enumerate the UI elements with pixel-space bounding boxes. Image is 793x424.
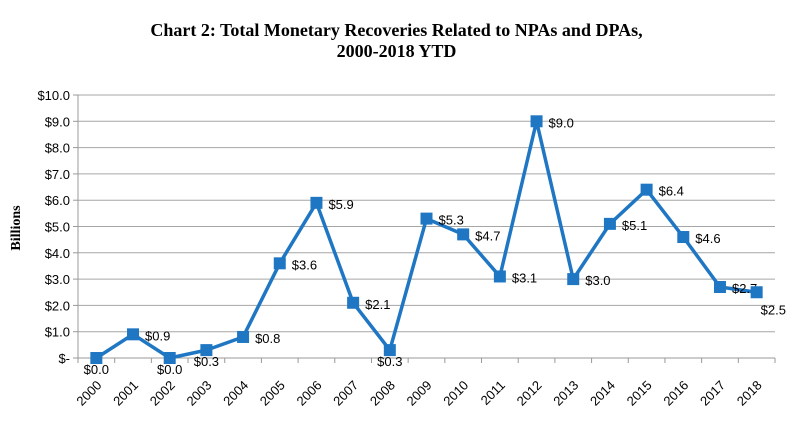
chart-title-line2: 2000-2018 YTD xyxy=(336,41,457,61)
chart-title-line1: Chart 2: Total Monetary Recoveries Relat… xyxy=(150,20,643,40)
y-tick-label: $9.0 xyxy=(45,114,70,129)
x-tick-label: 2003 xyxy=(183,378,214,409)
data-point-marker xyxy=(750,286,763,299)
data-point-marker xyxy=(273,257,286,270)
data-point-marker xyxy=(347,296,360,309)
x-tick-label: 2008 xyxy=(367,378,398,409)
x-tick-label: 2007 xyxy=(330,378,361,409)
y-tick-label: $8.0 xyxy=(45,141,70,156)
data-label: $3.1 xyxy=(512,270,537,285)
x-tick-label: 2002 xyxy=(147,378,178,409)
chart-title: Chart 2: Total Monetary Recoveries Relat… xyxy=(0,20,793,62)
data-point-marker xyxy=(200,344,213,357)
x-tick-label: 2005 xyxy=(257,378,288,409)
data-label: $0.9 xyxy=(145,328,170,343)
data-point-marker xyxy=(603,217,616,230)
data-point-marker xyxy=(90,352,103,364)
data-label: $3.0 xyxy=(585,273,610,288)
y-tick-label: $3.0 xyxy=(45,272,70,287)
data-label: $4.6 xyxy=(695,231,720,246)
data-label: $0.0 xyxy=(157,362,182,377)
x-tick-label: 2014 xyxy=(587,378,618,409)
data-point-marker xyxy=(383,344,396,357)
data-label: $2.5 xyxy=(761,302,786,317)
y-tick-label: $- xyxy=(58,351,70,366)
data-point-marker xyxy=(530,115,543,128)
data-label: $5.3 xyxy=(439,213,464,228)
series-line xyxy=(95,119,757,360)
y-axis-label: Billions xyxy=(9,205,24,251)
data-label: $5.1 xyxy=(622,218,647,233)
y-tick-label: $4.0 xyxy=(45,246,70,261)
data-label: $2.1 xyxy=(365,297,390,312)
y-tick-label: $2.0 xyxy=(45,298,70,313)
x-tick-label: 2004 xyxy=(220,378,251,409)
x-tick-label: 2012 xyxy=(514,378,545,409)
data-label: $3.6 xyxy=(292,257,317,272)
data-label: $5.9 xyxy=(328,197,353,212)
x-tick-label: 2000 xyxy=(73,378,104,409)
data-label: $0.8 xyxy=(255,331,280,346)
data-label: $9.0 xyxy=(549,115,574,130)
data-point-marker xyxy=(163,352,176,364)
data-point-marker xyxy=(567,273,580,286)
data-label: $0.3 xyxy=(194,354,219,369)
data-label: $6.4 xyxy=(659,184,684,199)
data-label: $4.7 xyxy=(475,228,500,243)
x-tick-label: 2006 xyxy=(294,378,325,409)
data-point-marker xyxy=(237,330,250,343)
y-tick-label: $10.0 xyxy=(37,88,70,103)
x-tick-label: 2010 xyxy=(440,378,471,409)
x-tick-label: 2013 xyxy=(550,378,581,409)
y-tick-label: $7.0 xyxy=(45,167,70,182)
data-point-marker xyxy=(457,228,470,241)
x-tick-label: 2017 xyxy=(697,378,728,409)
data-point-marker xyxy=(677,231,690,244)
x-tick-label: 2009 xyxy=(404,378,435,409)
data-point-marker xyxy=(713,280,726,293)
y-tick-label: $6.0 xyxy=(45,193,70,208)
data-label: $0.0 xyxy=(84,362,109,377)
data-point-marker xyxy=(310,196,323,209)
y-tick-label: $5.0 xyxy=(45,220,70,235)
x-tick-label: 2011 xyxy=(478,378,508,408)
x-tick-label: 2001 xyxy=(110,378,141,409)
data-point-marker xyxy=(640,183,653,196)
x-tick-label: 2016 xyxy=(660,378,691,409)
data-label: $0.3 xyxy=(377,354,402,369)
data-point-marker xyxy=(127,328,140,341)
data-point-marker xyxy=(420,212,433,225)
data-point-marker xyxy=(493,270,506,283)
x-tick-label: 2018 xyxy=(734,378,765,409)
y-tick-label: $1.0 xyxy=(45,325,70,340)
x-tick-label: 2015 xyxy=(624,378,655,409)
